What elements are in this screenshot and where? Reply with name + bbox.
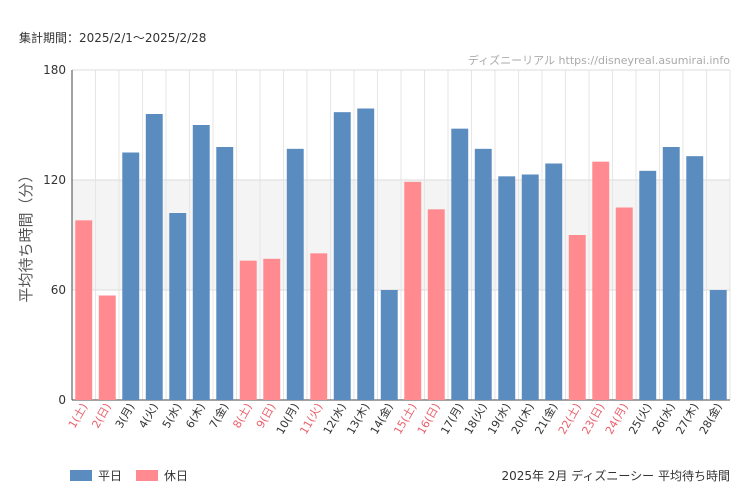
bar-chart: 0 60 120 180 平均待ち時間（分） 1(土)2(日)3(月)4(火)5(水)6(…: [17, 63, 731, 437]
bar-day-15: [404, 181, 422, 400]
bar-day-20: [521, 174, 539, 400]
legend-swatch-holiday: [136, 470, 159, 481]
bar-day-21: [545, 163, 563, 400]
x-tick-label-day-28: 28(金): [696, 401, 725, 437]
legend-swatch-weekday: [70, 470, 92, 481]
legend: 平日 休日: [70, 467, 202, 484]
watermark-text: ディズニーリアル https://disneyreal.asumirai.inf…: [467, 54, 730, 67]
bar-day-7: [216, 147, 234, 400]
bar-day-3: [122, 152, 140, 400]
bar-day-2: [98, 295, 116, 400]
x-tick-label-day-3: 3(月): [113, 401, 138, 431]
bar-day-28: [709, 290, 727, 400]
period-label: 集計期間：2025/2/1～2025/2/28: [19, 31, 207, 45]
y-tick-label: 180: [43, 63, 66, 77]
x-tick-label-day-4: 4(火): [136, 401, 161, 431]
bar-day-27: [686, 156, 704, 400]
bar-day-10: [286, 148, 304, 400]
bar-day-5: [169, 213, 187, 400]
chart-caption: 2025年 2月 ディズニーシー 平均待ち時間: [501, 469, 730, 483]
bar-day-23: [592, 161, 610, 400]
x-tick-label-day-1: 1(土): [66, 401, 91, 431]
x-tick-label-day-8: 8(土): [230, 401, 255, 431]
bar-day-17: [451, 128, 469, 400]
bar-day-16: [427, 209, 445, 400]
bar-day-19: [498, 176, 516, 400]
y-axis-title: 平均待ち時間（分）: [17, 167, 35, 302]
x-tick-label-day-7: 7(金): [206, 401, 231, 431]
bar-day-18: [474, 148, 492, 400]
x-tick-label-day-2: 2(日): [89, 401, 114, 431]
bar-day-24: [615, 207, 633, 400]
bar-day-25: [639, 170, 657, 400]
bar-day-11: [310, 253, 328, 400]
bar-day-22: [568, 235, 586, 400]
y-tick-label: 0: [58, 393, 66, 407]
x-tick-label-day-6: 6(木): [183, 401, 208, 431]
bar-day-9: [263, 258, 281, 400]
bar-day-4: [145, 114, 163, 400]
bar-day-1: [75, 220, 93, 400]
bar-day-26: [662, 147, 680, 400]
bar-day-12: [333, 112, 351, 401]
legend-item-weekday[interactable]: 平日: [70, 467, 122, 484]
legend-label-weekday: 平日: [98, 469, 123, 483]
legend-item-holiday[interactable]: 休日: [136, 467, 188, 484]
x-tick-label-day-9: 9(日): [254, 401, 279, 431]
y-tick-label: 60: [51, 283, 66, 297]
y-tick-label: 120: [43, 173, 66, 187]
bar-day-13: [357, 108, 375, 400]
bar-day-14: [380, 290, 398, 400]
legend-label-holiday: 休日: [164, 469, 189, 483]
x-tick-label-day-5: 5(水): [160, 401, 185, 431]
bar-day-8: [239, 260, 257, 400]
bar-day-6: [192, 125, 210, 400]
